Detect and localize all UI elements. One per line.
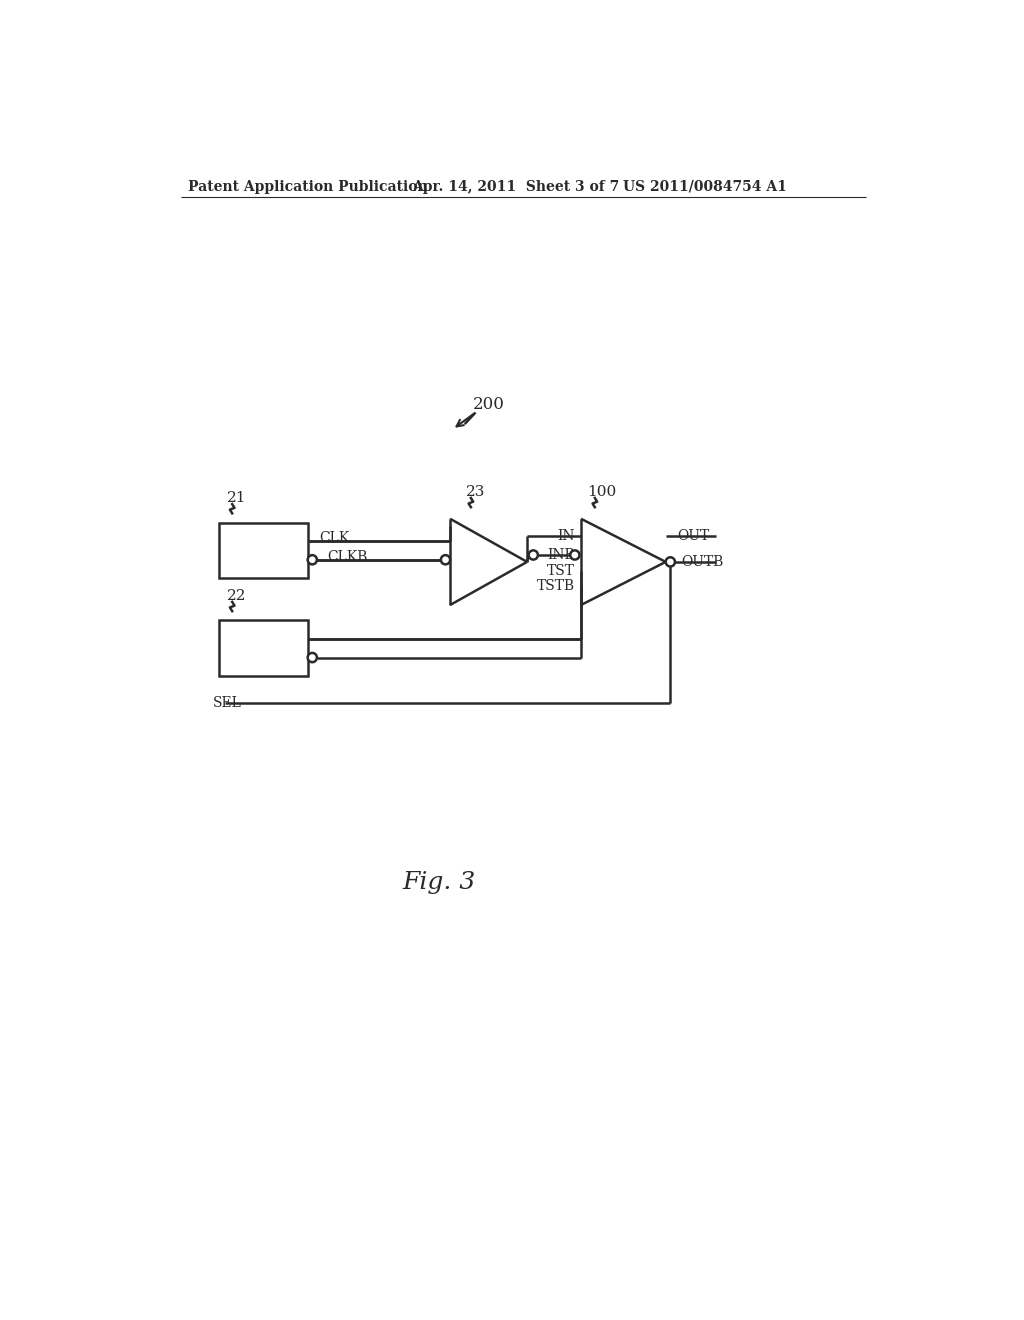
Circle shape	[307, 556, 316, 565]
Text: 200: 200	[473, 396, 505, 413]
Text: CLK: CLK	[319, 531, 349, 545]
Text: 23: 23	[466, 484, 485, 499]
Circle shape	[528, 550, 538, 560]
Text: 21: 21	[226, 491, 247, 506]
Text: Apr. 14, 2011  Sheet 3 of 7: Apr. 14, 2011 Sheet 3 of 7	[412, 180, 618, 194]
Circle shape	[666, 557, 675, 566]
Text: INB: INB	[547, 548, 574, 562]
Text: US 2011/0084754 A1: US 2011/0084754 A1	[624, 180, 787, 194]
Text: SEL: SEL	[213, 696, 242, 710]
Text: IN: IN	[557, 529, 574, 543]
Circle shape	[570, 550, 580, 560]
Text: Patent Application Publication: Patent Application Publication	[188, 180, 428, 194]
Text: CLKB: CLKB	[327, 549, 368, 564]
Text: TSTB: TSTB	[537, 579, 574, 593]
Text: Fig. 3: Fig. 3	[402, 871, 475, 894]
Text: TST: TST	[547, 565, 574, 578]
Circle shape	[307, 653, 316, 663]
Text: OUTB: OUTB	[681, 554, 724, 569]
Text: 22: 22	[226, 589, 247, 603]
Text: 100: 100	[587, 484, 616, 499]
Text: OUT: OUT	[677, 529, 710, 543]
Circle shape	[441, 556, 451, 565]
Bar	[219, 620, 307, 676]
Bar	[219, 523, 307, 578]
